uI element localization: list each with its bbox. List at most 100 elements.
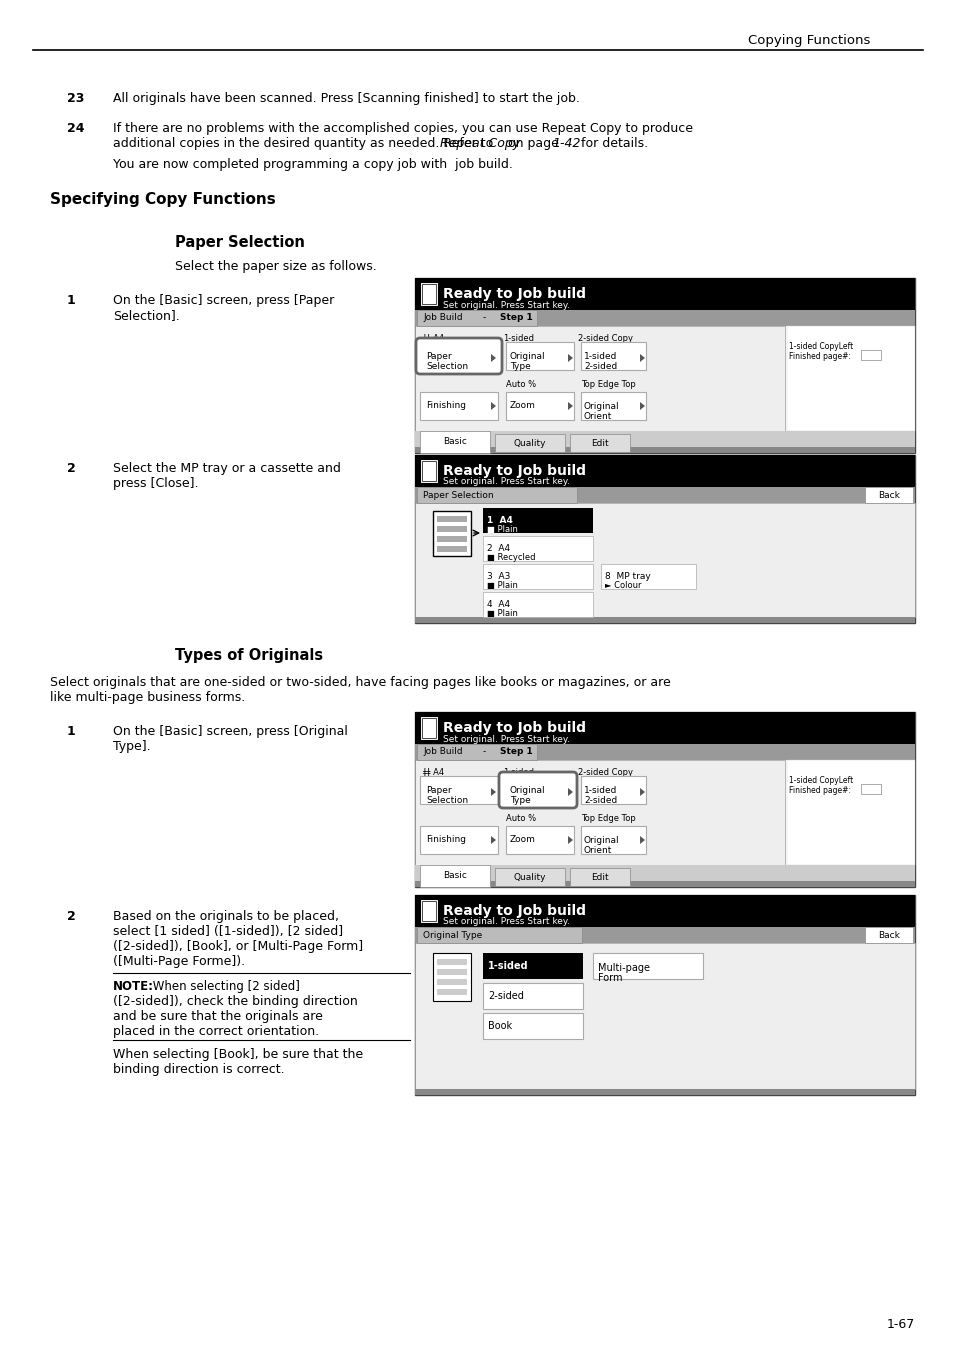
Bar bbox=[419, 716, 437, 740]
Text: Top Edge Top: Top Edge Top bbox=[580, 814, 635, 824]
Text: Form: Form bbox=[598, 973, 622, 983]
Text: additional copies in the desired quantity as needed. Refer to: additional copies in the desired quantit… bbox=[112, 136, 497, 150]
Bar bbox=[495, 868, 564, 886]
Text: Edit: Edit bbox=[591, 872, 608, 882]
Bar bbox=[569, 433, 629, 452]
Bar bbox=[415, 278, 914, 454]
Bar bbox=[415, 431, 914, 454]
Text: ■ Plain: ■ Plain bbox=[486, 580, 517, 590]
Text: Paper: Paper bbox=[426, 786, 451, 795]
Bar bbox=[436, 958, 467, 965]
Bar bbox=[580, 392, 645, 420]
Bar bbox=[415, 744, 914, 760]
Bar bbox=[495, 433, 564, 452]
Text: Finished page#:: Finished page#: bbox=[788, 352, 850, 360]
Polygon shape bbox=[639, 788, 644, 796]
Polygon shape bbox=[491, 836, 496, 844]
Text: Quality: Quality bbox=[514, 872, 546, 882]
Text: 1-sided CopyLeft: 1-sided CopyLeft bbox=[788, 776, 852, 784]
Text: Paper: Paper bbox=[426, 352, 451, 360]
Text: When selecting [Book], be sure that the: When selecting [Book], be sure that the bbox=[112, 1048, 363, 1061]
Text: Type].: Type]. bbox=[112, 740, 151, 753]
Bar bbox=[419, 899, 437, 923]
Text: Set original. Press Start key.: Set original. Press Start key. bbox=[442, 734, 569, 744]
Polygon shape bbox=[567, 788, 573, 796]
Bar bbox=[416, 487, 577, 504]
Text: Orient: Orient bbox=[583, 846, 612, 855]
Text: Set original. Press Start key.: Set original. Press Start key. bbox=[442, 301, 569, 309]
Bar bbox=[864, 927, 912, 944]
Text: Finished page#:: Finished page#: bbox=[788, 786, 850, 795]
Text: Paper Selection: Paper Selection bbox=[174, 235, 305, 250]
Bar bbox=[580, 826, 645, 855]
Text: Based on the originals to be placed,: Based on the originals to be placed, bbox=[112, 910, 338, 923]
Text: 3  A3: 3 A3 bbox=[486, 572, 510, 580]
Polygon shape bbox=[567, 402, 573, 410]
Text: select [1 sided] ([1-sided]), [2 sided]: select [1 sided] ([1-sided]), [2 sided] bbox=[112, 925, 343, 938]
Text: 2-sided: 2-sided bbox=[583, 362, 617, 371]
Text: Book: Book bbox=[488, 1021, 512, 1031]
Polygon shape bbox=[639, 836, 644, 844]
Bar bbox=[415, 504, 914, 617]
Bar bbox=[415, 310, 914, 325]
Bar bbox=[436, 990, 467, 995]
Text: Select the paper size as follows.: Select the paper size as follows. bbox=[174, 261, 376, 273]
Text: On the [Basic] screen, press [Paper: On the [Basic] screen, press [Paper bbox=[112, 294, 334, 306]
Bar bbox=[419, 865, 490, 887]
Text: Set original. Press Start key.: Set original. Press Start key. bbox=[442, 478, 569, 486]
Bar bbox=[416, 310, 537, 325]
Bar bbox=[421, 900, 436, 921]
Bar bbox=[482, 593, 593, 617]
Bar bbox=[416, 744, 537, 760]
Text: 1-sided: 1-sided bbox=[583, 352, 617, 360]
Text: Job Build: Job Build bbox=[422, 748, 462, 756]
Text: Orient: Orient bbox=[583, 412, 612, 421]
Text: 1  A4: 1 A4 bbox=[486, 516, 513, 525]
Bar bbox=[415, 711, 914, 744]
Text: Type: Type bbox=[510, 796, 530, 805]
Text: ■ Plain: ■ Plain bbox=[486, 609, 517, 618]
Bar bbox=[436, 526, 467, 532]
Text: like multi-page business forms.: like multi-page business forms. bbox=[50, 691, 245, 703]
Bar bbox=[416, 927, 581, 944]
Text: 1-42: 1-42 bbox=[552, 136, 579, 150]
Polygon shape bbox=[567, 836, 573, 844]
Text: Repeat Copy: Repeat Copy bbox=[439, 136, 519, 150]
Text: press [Close].: press [Close]. bbox=[112, 477, 198, 490]
Polygon shape bbox=[491, 354, 496, 362]
Text: 2  A4: 2 A4 bbox=[486, 544, 510, 554]
Text: Edit: Edit bbox=[591, 439, 608, 447]
Bar bbox=[600, 564, 696, 589]
Bar bbox=[482, 1012, 582, 1040]
Polygon shape bbox=[639, 354, 644, 362]
Text: Ready to Job build: Ready to Job build bbox=[442, 288, 585, 301]
Text: You are now completed programming a copy job with  job build.: You are now completed programming a copy… bbox=[112, 158, 513, 171]
Text: 24: 24 bbox=[67, 122, 85, 135]
Bar bbox=[421, 460, 436, 481]
Text: Types of Originals: Types of Originals bbox=[174, 648, 323, 663]
Bar bbox=[415, 895, 914, 1095]
Text: Original Type: Original Type bbox=[422, 930, 482, 940]
Text: Top Edge Top: Top Edge Top bbox=[580, 379, 635, 389]
Bar bbox=[436, 979, 467, 986]
Text: Ready to Job build: Ready to Job build bbox=[442, 464, 585, 478]
Text: Step 1: Step 1 bbox=[499, 748, 532, 756]
Bar bbox=[421, 284, 436, 304]
Bar bbox=[505, 342, 574, 370]
Bar bbox=[436, 536, 467, 541]
Bar bbox=[593, 953, 702, 979]
Text: 2-sided: 2-sided bbox=[583, 796, 617, 805]
Text: ■ Recycled: ■ Recycled bbox=[486, 554, 535, 562]
Text: and be sure that the originals are: and be sure that the originals are bbox=[112, 1010, 322, 1023]
Bar bbox=[482, 564, 593, 589]
Bar bbox=[482, 508, 593, 533]
Bar bbox=[433, 512, 471, 556]
Text: 2: 2 bbox=[67, 910, 75, 923]
Bar bbox=[419, 459, 437, 483]
Bar bbox=[421, 718, 436, 738]
Text: Ready to Job build: Ready to Job build bbox=[442, 904, 585, 918]
Text: Step 1: Step 1 bbox=[499, 313, 532, 323]
Bar bbox=[505, 392, 574, 420]
Text: 1-sided CopyLeft: 1-sided CopyLeft bbox=[788, 342, 852, 351]
Text: Selection].: Selection]. bbox=[112, 309, 179, 323]
